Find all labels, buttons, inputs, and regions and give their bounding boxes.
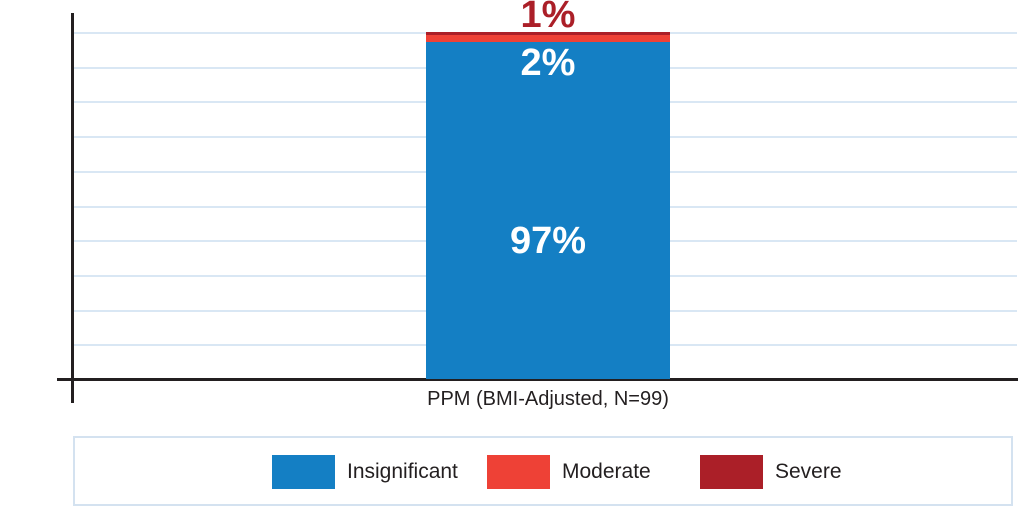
data-label-severe: 1% (520, 0, 576, 36)
legend-label-severe: Severe (775, 460, 842, 483)
legend-swatch-insignificant (272, 455, 335, 489)
legend-swatch-moderate (487, 455, 550, 489)
legend-item-severe: Severe (700, 455, 842, 489)
legend-item-moderate: Moderate (487, 455, 651, 489)
bar-segment-moderate (426, 35, 670, 43)
stacked-bar (426, 32, 670, 379)
bar-segment-severe (426, 32, 670, 36)
data-label-moderate: 2% (520, 42, 576, 84)
legend-item-insignificant: Insignificant (272, 455, 458, 489)
x-axis-line (57, 378, 1018, 381)
legend-label-moderate: Moderate (562, 460, 651, 483)
legend: Insignificant Moderate Severe (73, 436, 1013, 506)
y-axis-line (71, 13, 74, 403)
legend-swatch-severe (700, 455, 763, 489)
data-label-insignificant: 97% (509, 220, 587, 262)
bar-segment-insignificant (426, 42, 670, 379)
legend-label-insignificant: Insignificant (347, 460, 458, 483)
x-axis-category-label: PPM (BMI-Adjusted, N=99) (427, 388, 669, 410)
